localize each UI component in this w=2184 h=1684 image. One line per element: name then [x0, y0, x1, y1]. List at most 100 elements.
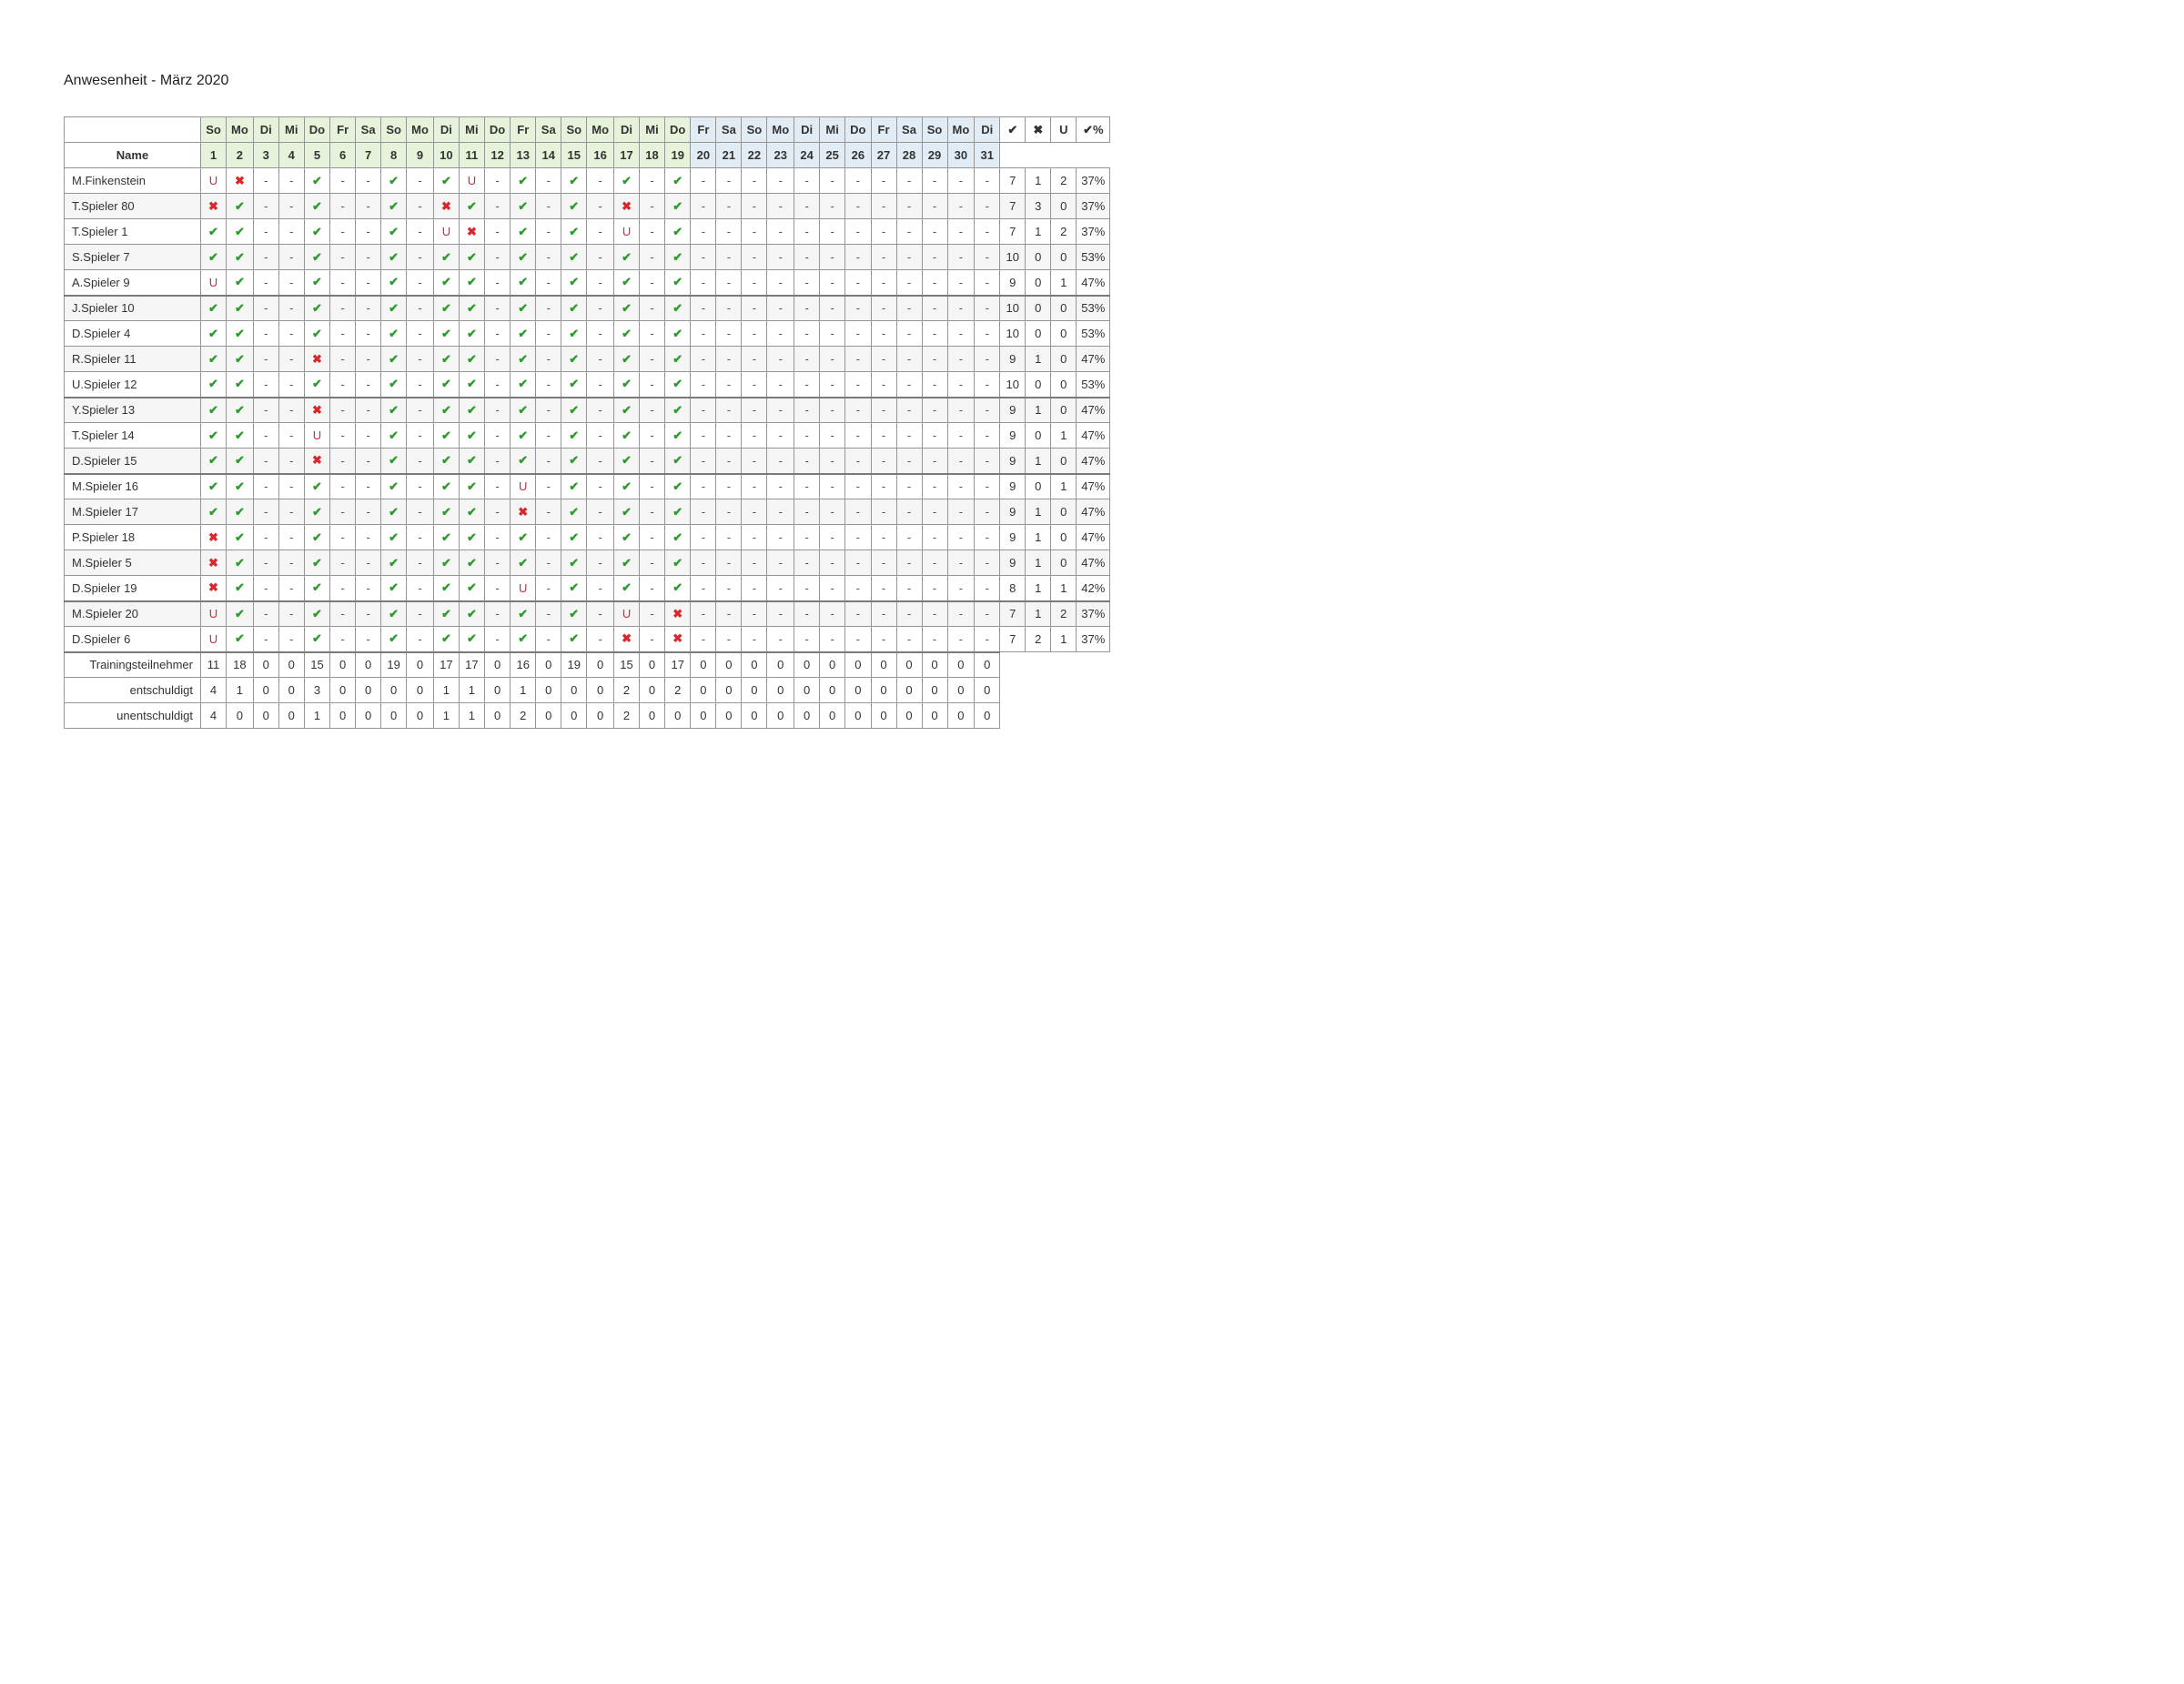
attendance-cell: ✔ — [459, 576, 484, 601]
check-icon: ✔ — [518, 556, 528, 570]
dash-mark: - — [264, 632, 268, 646]
dash-mark: - — [289, 581, 293, 595]
attendance-cell: - — [922, 627, 947, 652]
attendance-cell: ✔ — [304, 296, 329, 321]
dash-mark: - — [495, 454, 499, 468]
attendance-cell: - — [407, 601, 434, 627]
attendance-cell: - — [484, 576, 510, 601]
attendance-cell: - — [947, 423, 975, 449]
stat-header: ✔% — [1077, 117, 1110, 143]
check-icon: ✔ — [441, 556, 451, 570]
dash-mark: - — [366, 403, 369, 417]
attendance-cell: ✔ — [304, 219, 329, 245]
attendance-cell: - — [484, 474, 510, 499]
dash-mark: - — [702, 607, 705, 620]
dash-mark: - — [959, 250, 963, 264]
weekday-header: Di — [614, 117, 640, 143]
attendance-cell: - — [767, 245, 794, 270]
summary-label: entschuldigt — [65, 678, 201, 703]
attendance-cell: - — [820, 449, 845, 474]
stat-cell: 9 — [1000, 398, 1026, 423]
attendance-cell: ✖ — [304, 398, 329, 423]
attendance-cell: ✔ — [459, 474, 484, 499]
dash-mark: - — [882, 378, 885, 391]
dash-mark: - — [495, 276, 499, 289]
check-icon: ✔ — [208, 429, 218, 442]
attendance-cell: ✔ — [304, 168, 329, 194]
check-icon: ✔ — [672, 250, 682, 264]
table-row: M.Spieler 20U✔--✔--✔-✔✔-✔-✔-U-✖---------… — [65, 601, 1110, 627]
dash-mark: - — [340, 607, 344, 620]
attendance-cell: - — [330, 449, 356, 474]
stat-cell: 47% — [1077, 449, 1110, 474]
check-icon: ✔ — [518, 607, 528, 620]
dash-mark: - — [882, 607, 885, 620]
dash-mark: - — [804, 632, 808, 646]
dash-mark: - — [907, 174, 911, 187]
attendance-cell: - — [742, 219, 767, 245]
check-icon: ✔ — [389, 580, 399, 594]
attendance-cell: - — [407, 194, 434, 219]
attendance-cell: ✔ — [614, 270, 640, 296]
attendance-cell: ✔ — [459, 270, 484, 296]
attendance-cell: ✔ — [201, 296, 227, 321]
summary-value: 0 — [871, 652, 896, 678]
stat-cell: 53% — [1077, 321, 1110, 347]
attendance-cell: - — [253, 449, 278, 474]
summary-value: 17 — [459, 652, 484, 678]
summary-value: 0 — [253, 678, 278, 703]
attendance-cell: - — [767, 474, 794, 499]
attendance-cell: - — [691, 499, 716, 525]
attendance-cell: - — [691, 474, 716, 499]
attendance-cell: - — [640, 398, 665, 423]
summary-value: 0 — [587, 703, 614, 729]
attendance-cell: ✔ — [433, 372, 459, 398]
check-icon: ✔ — [208, 453, 218, 467]
check-icon: ✔ — [389, 607, 399, 620]
check-icon: ✔ — [389, 530, 399, 544]
summary-value: 0 — [767, 652, 794, 678]
attendance-cell: - — [356, 550, 381, 576]
dash-mark: - — [933, 352, 936, 366]
attendance-cell: ✔ — [304, 372, 329, 398]
daynum-header: 3 — [253, 143, 278, 168]
attendance-cell: - — [484, 372, 510, 398]
dash-mark: - — [598, 352, 602, 366]
dash-mark: - — [547, 581, 551, 595]
stat-header: ✖ — [1026, 117, 1051, 143]
attendance-cell: - — [330, 296, 356, 321]
summary-value: 1 — [459, 678, 484, 703]
dash-mark: - — [779, 276, 783, 289]
cross-icon: ✖ — [312, 453, 322, 467]
attendance-cell: ✔ — [227, 194, 254, 219]
dash-mark: - — [289, 556, 293, 570]
attendance-cell: - — [896, 550, 922, 576]
dash-mark: - — [830, 250, 834, 264]
attendance-cell: - — [845, 194, 871, 219]
attendance-cell: - — [484, 423, 510, 449]
stat-cell: 0 — [1051, 194, 1077, 219]
check-icon: ✔ — [235, 327, 245, 340]
attendance-cell: - — [640, 219, 665, 245]
dash-mark: - — [495, 301, 499, 315]
attendance-cell: ✔ — [614, 321, 640, 347]
attendance-cell: ✔ — [227, 601, 254, 627]
attendance-cell: - — [716, 372, 742, 398]
attendance-cell: ✔ — [665, 499, 691, 525]
attendance-cell: ✔ — [511, 245, 536, 270]
table-row: A.Spieler 9U✔--✔--✔-✔✔-✔-✔-✔-✔----------… — [65, 270, 1110, 296]
stat-cell: 0 — [1051, 499, 1077, 525]
check-icon: ✔ — [569, 530, 579, 544]
summary-value: 0 — [896, 678, 922, 703]
stat-cell: 1 — [1051, 270, 1077, 296]
weekday-header: Mi — [278, 117, 304, 143]
dash-mark: - — [907, 581, 911, 595]
attendance-cell: - — [767, 270, 794, 296]
attendance-cell: ✔ — [561, 601, 587, 627]
summary-value: 0 — [975, 652, 1000, 678]
attendance-cell: - — [278, 449, 304, 474]
attendance-cell: ✔ — [381, 601, 407, 627]
attendance-cell: - — [845, 296, 871, 321]
daynum-header: 21 — [716, 143, 742, 168]
attendance-cell: - — [845, 372, 871, 398]
